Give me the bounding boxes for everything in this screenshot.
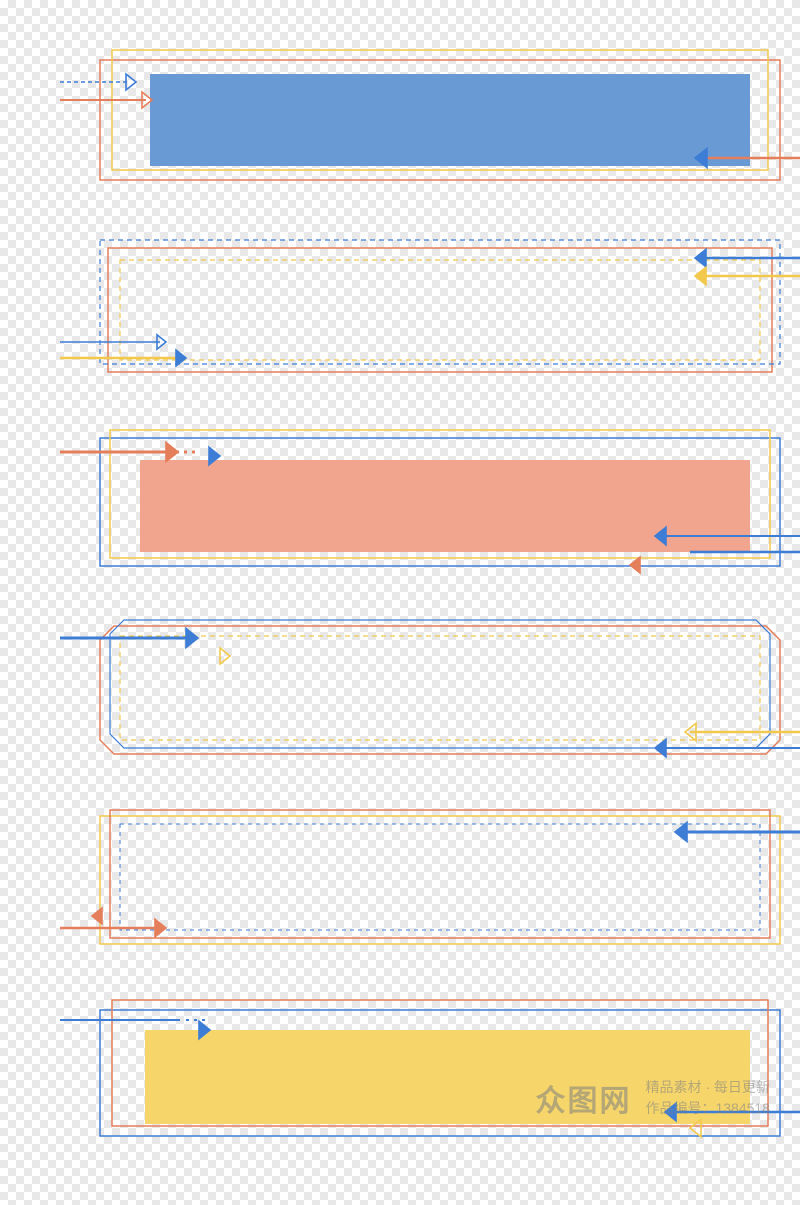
frame-3 <box>60 420 740 560</box>
watermark-line1: 精品素材 · 每日更新 <box>645 1079 769 1095</box>
watermark-logo: 众图网 <box>535 1076 631 1120</box>
watermark-line2: 作品编号：1384518 <box>645 1100 770 1116</box>
watermark-sub: 精品素材 · 每日更新 作品编号：1384518 <box>645 1077 770 1119</box>
frame-5 <box>60 800 740 940</box>
watermark: 众图网 精品素材 · 每日更新 作品编号：1384518 <box>535 1076 770 1120</box>
frame-1 <box>60 40 740 180</box>
frame-4 <box>60 610 740 750</box>
frame-2 <box>60 230 740 370</box>
